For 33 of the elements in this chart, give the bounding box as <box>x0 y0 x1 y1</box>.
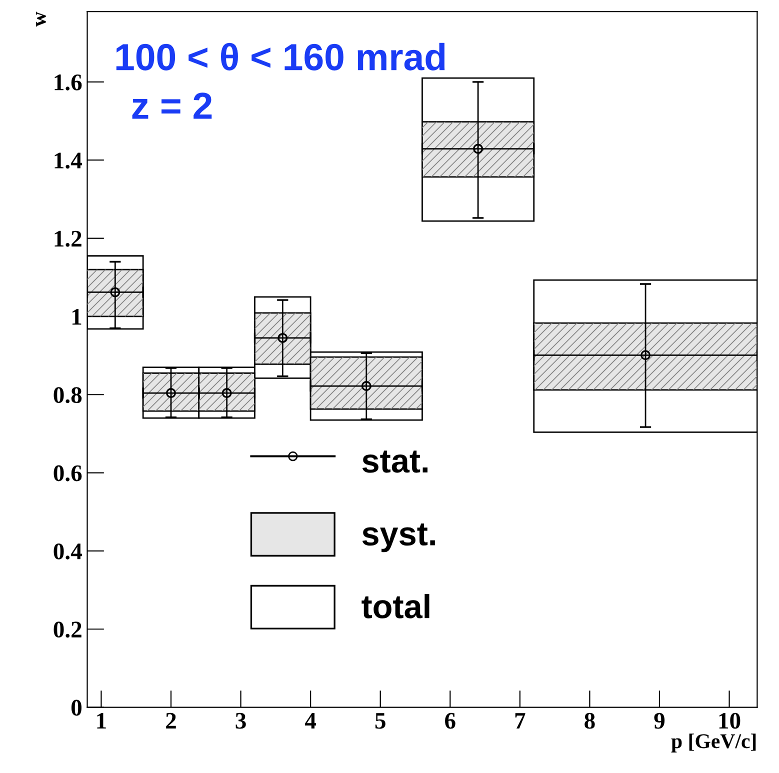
legend-label: total <box>362 594 430 618</box>
point <box>640 350 651 360</box>
y-tick-label: 1.4 <box>54 152 82 169</box>
y-tick-label: 1.6 <box>54 74 82 90</box>
y-tick-label: 0.2 <box>54 622 82 638</box>
x-tick-label: 6 <box>445 712 456 729</box>
annotation: z = 2 <box>132 92 212 119</box>
point <box>361 381 372 392</box>
y-tick-label: 0.6 <box>54 465 82 482</box>
y-tick-label: 0.4 <box>54 543 82 560</box>
x-axis-title: p [GeV/c] <box>671 734 756 752</box>
x-tick-label: 3 <box>236 712 246 729</box>
x-tick-label: 9 <box>654 712 665 729</box>
x-tick-label: 4 <box>304 712 316 729</box>
y-tick-label: 1 <box>72 309 82 325</box>
point <box>166 388 176 398</box>
point <box>473 144 484 154</box>
y-tick-label: 0.8 <box>54 387 82 404</box>
point <box>278 332 288 343</box>
x-tick-label: 8 <box>584 712 595 729</box>
x-tick-label: 2 <box>166 712 176 729</box>
point <box>222 388 232 398</box>
legend-label: syst. <box>362 524 435 552</box>
annotation: 100 < θ < 160 mrad <box>116 42 445 70</box>
x-tick-label: 1 <box>97 712 106 729</box>
y-tick-label: 0 <box>71 700 82 716</box>
x-tick-label: 10 <box>719 712 740 729</box>
legend-label: stat. <box>362 450 428 473</box>
point <box>110 287 120 298</box>
y-tick-label: 1.2 <box>54 230 82 247</box>
y-axis-title: w <box>36 12 46 27</box>
x-tick-label: 5 <box>375 713 386 729</box>
x-tick-label: 7 <box>515 713 526 729</box>
